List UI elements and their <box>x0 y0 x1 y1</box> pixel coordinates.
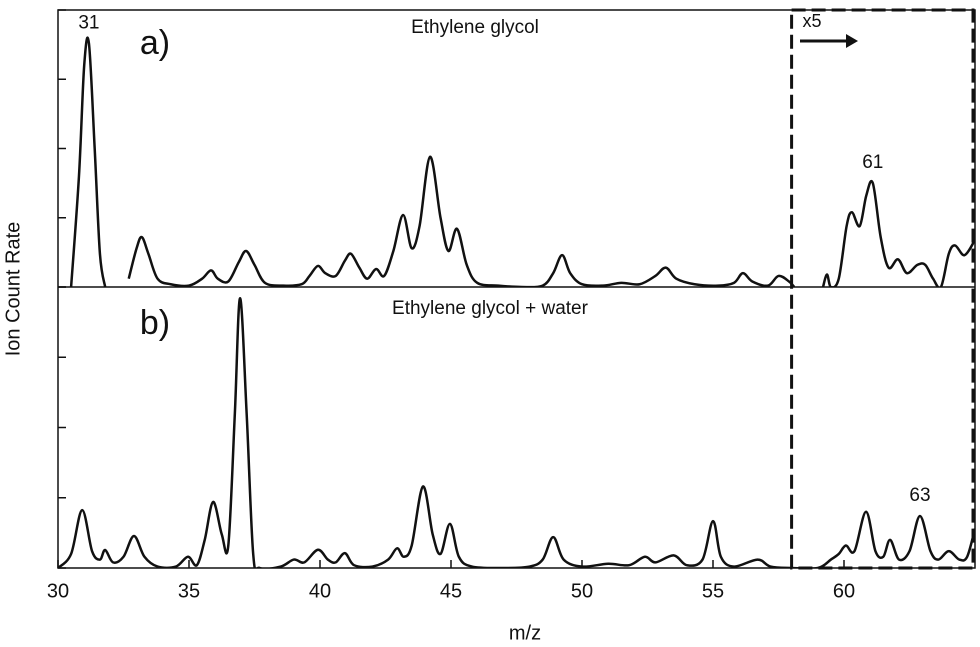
plot-frame <box>57 9 976 569</box>
x-axis-label: m/z <box>509 622 541 644</box>
x-tick-label: 40 <box>309 580 331 602</box>
inset-box <box>790 8 975 570</box>
inset-label: x5 <box>802 11 821 31</box>
x-tick-label: 35 <box>178 580 200 602</box>
peak-label: 63 <box>909 485 930 506</box>
x-tick-label: 60 <box>833 580 855 602</box>
peak-label: 31 <box>78 12 99 33</box>
x-tick-label: 55 <box>702 580 724 602</box>
x-tick-label: 45 <box>440 580 462 602</box>
spectrum-line <box>58 296 975 568</box>
x-tick-label: 50 <box>571 580 593 602</box>
x-tick-label: 30 <box>47 580 69 602</box>
peak-label: 61 <box>862 152 883 173</box>
panel-label: a) <box>140 24 170 62</box>
panel-title: Ethylene glycol <box>411 17 539 38</box>
inset-arrowhead <box>846 34 858 48</box>
panel-label: b) <box>140 304 170 342</box>
spectrum-line <box>69 36 975 287</box>
panel-title: Ethylene glycol + water <box>392 298 589 319</box>
y-axis-label: Ion Count Rate <box>2 222 24 357</box>
